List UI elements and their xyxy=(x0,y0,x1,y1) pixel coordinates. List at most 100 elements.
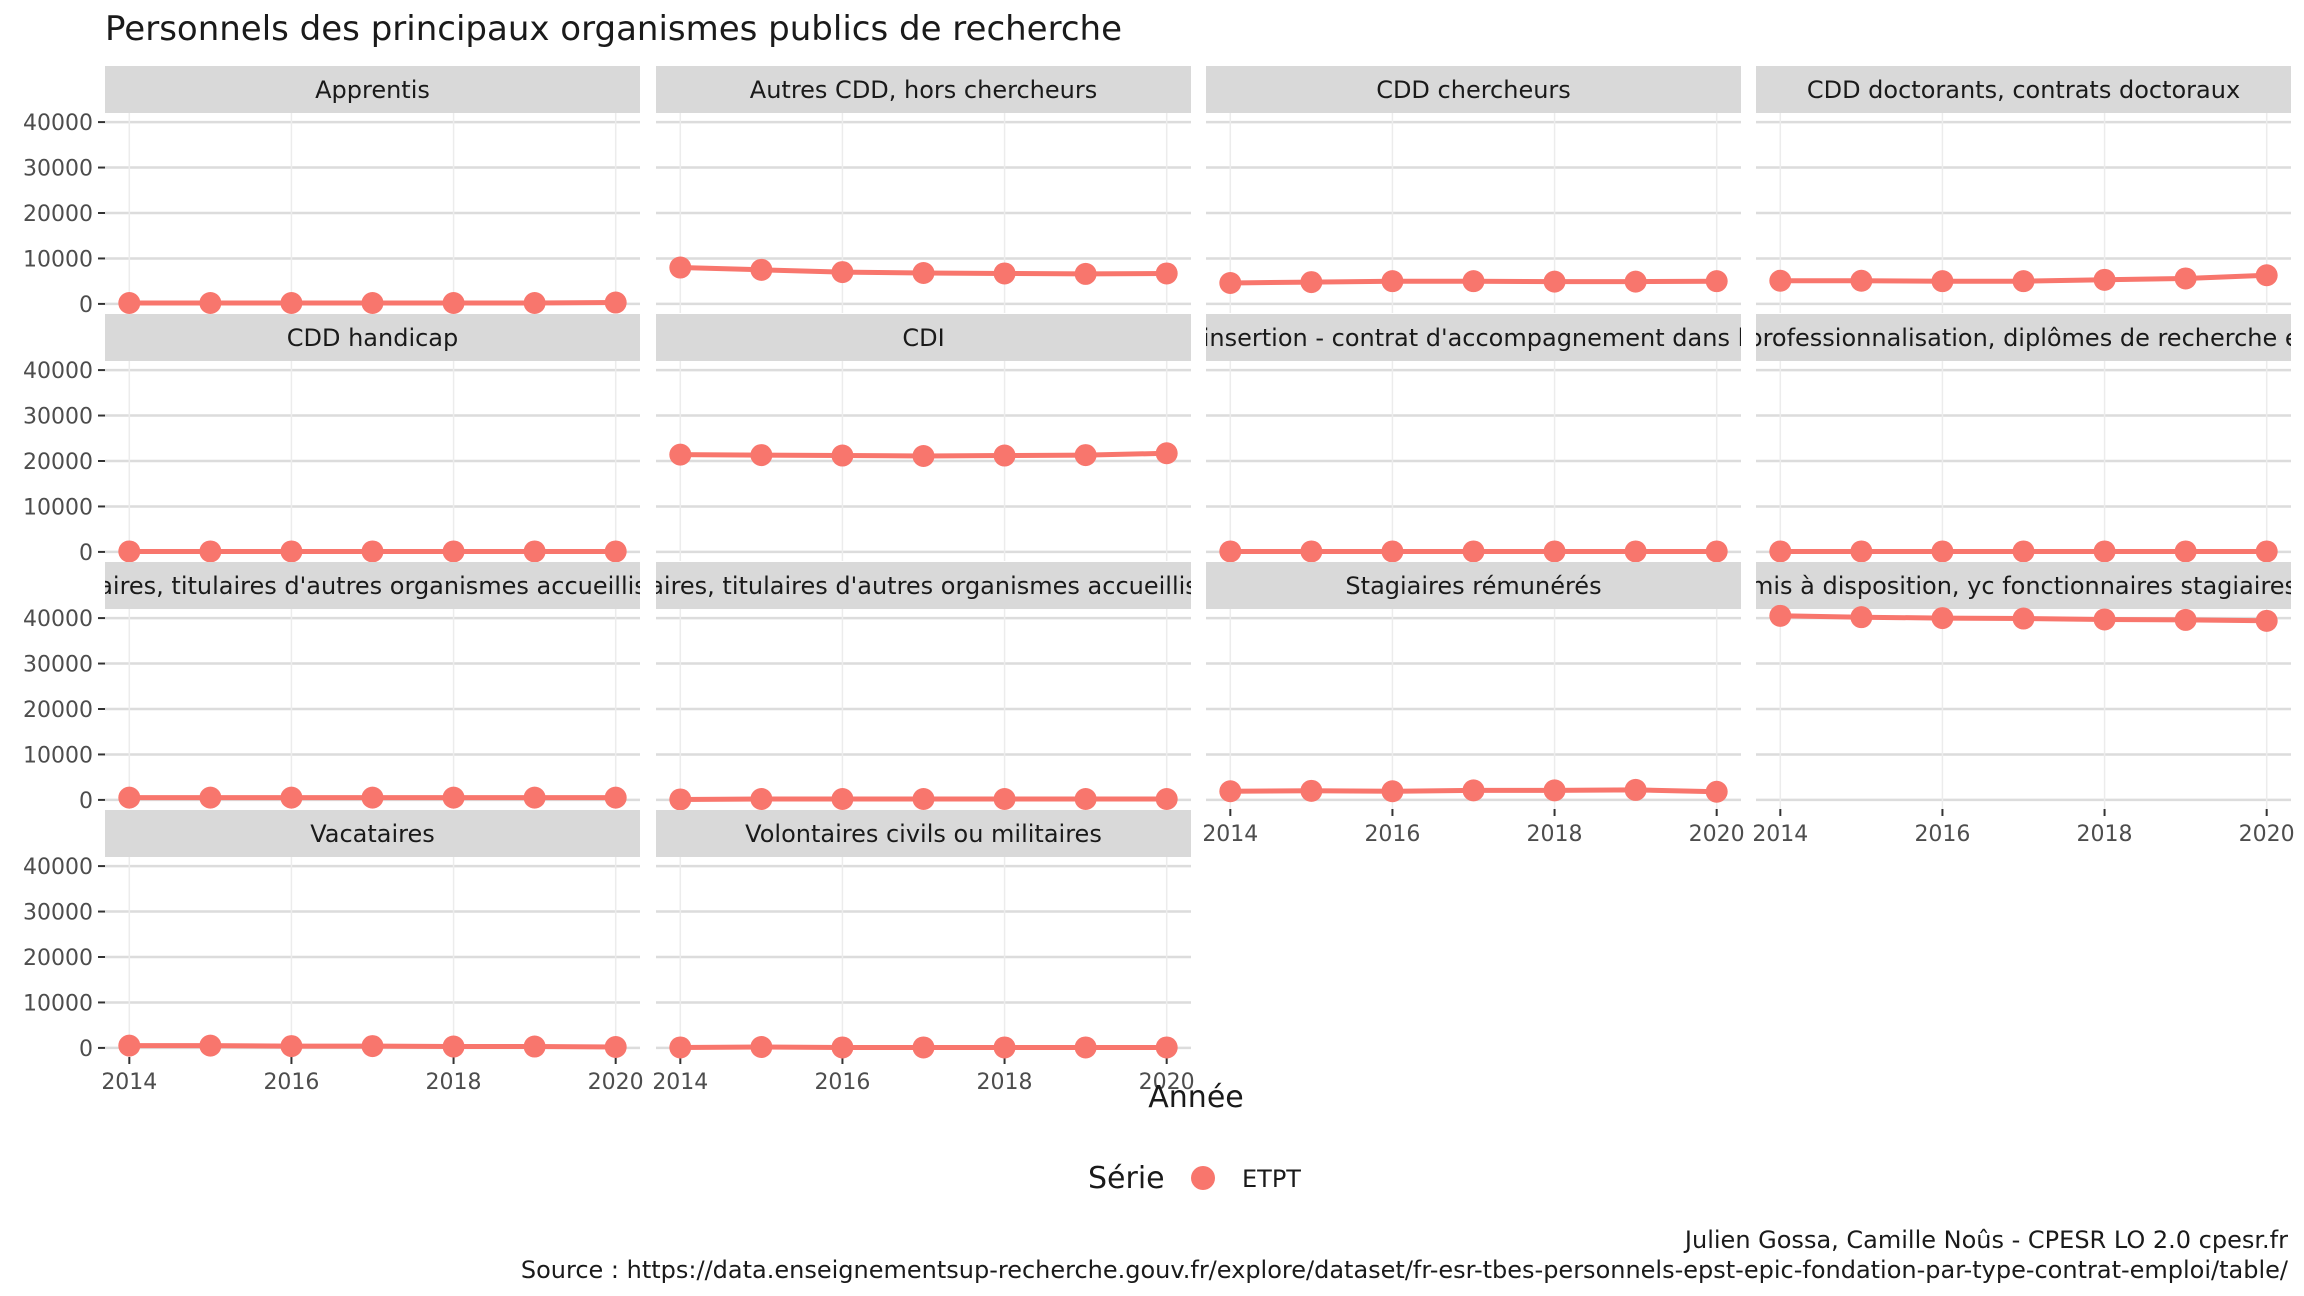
data-point xyxy=(361,292,384,314)
facet-panel: Volontaires civils ou militaires 2014 2016… xyxy=(652,810,1195,1095)
facet-strip-label: CDD doctorants, contrats doctoraux xyxy=(1807,76,2240,104)
x-tick-label: 2016 xyxy=(1914,822,1970,847)
data-point xyxy=(912,262,935,284)
facet-strip xyxy=(656,314,1191,361)
facet-strip-label: aires, titulaires d'autres organismes ac… xyxy=(98,572,647,600)
data-point xyxy=(750,444,773,467)
y-tick-label: 20000 xyxy=(23,698,93,723)
facet-strip-label: CDD chercheurs xyxy=(1376,76,1571,104)
facet-panel: CDD chercheurs xyxy=(1206,66,1741,313)
data-point xyxy=(1300,271,1323,294)
data-point xyxy=(750,1036,773,1058)
facet-panel: mis à disposition, yc fonctionnaires sta… xyxy=(1750,562,2297,847)
x-tick-label: 2020 xyxy=(1689,822,1745,847)
data-point xyxy=(1074,262,1097,285)
y-tick-label: 20000 xyxy=(23,946,93,971)
data-point xyxy=(523,1035,546,1058)
data-point xyxy=(1850,269,1873,292)
facet-panel: Stagiaires rémunérés 2014 2016 2018 2020 xyxy=(1202,562,1745,847)
x-tick-label: 2020 xyxy=(588,1070,644,1095)
data-point xyxy=(1155,262,1178,285)
data-point xyxy=(1074,1036,1097,1059)
facet-panel: insertion - contrat d'accompagnement dan… xyxy=(1203,314,1745,563)
facet-strip xyxy=(1206,314,1741,361)
y-tick-label: 40000 xyxy=(23,111,93,136)
facet-strip xyxy=(1206,66,1741,113)
data-point xyxy=(2093,608,2116,631)
facet-strip-label: professionnalisation, diplômes de recher… xyxy=(1747,324,2299,352)
data-point xyxy=(1705,780,1728,803)
facet-strip-label: Volontaires civils ou militaires xyxy=(745,820,1102,848)
data-point xyxy=(280,786,303,809)
data-point xyxy=(199,786,222,809)
data-point xyxy=(1155,788,1178,810)
y-tick-label: 30000 xyxy=(23,653,93,678)
facet-strip-label: Autres CDD, hors chercheurs xyxy=(750,76,1097,104)
data-point xyxy=(1705,540,1728,563)
data-point xyxy=(2093,540,2116,563)
x-tick-label: 2016 xyxy=(1364,822,1420,847)
y-tick-label: 40000 xyxy=(23,607,93,632)
data-point xyxy=(523,292,546,314)
data-point xyxy=(2012,270,2035,293)
data-point xyxy=(2012,540,2035,563)
data-point xyxy=(1705,270,1728,293)
data-point xyxy=(199,540,222,563)
data-point xyxy=(1931,270,1954,293)
data-point xyxy=(1543,270,1566,293)
data-point xyxy=(1769,604,1792,627)
x-tick-label: 2014 xyxy=(1202,822,1258,847)
data-point xyxy=(1624,540,1647,563)
facet-strip xyxy=(656,562,1191,609)
legend-key-etpt xyxy=(1191,1166,1215,1190)
data-point xyxy=(2093,268,2116,291)
y-tick-label: 0 xyxy=(79,293,93,318)
x-tick-label: 2016 xyxy=(814,1070,870,1095)
x-tick-label: 2016 xyxy=(263,1070,319,1095)
data-point xyxy=(1219,540,1242,563)
facet-strip xyxy=(105,810,640,857)
caption-source: Source : https://data.enseignementsup-re… xyxy=(521,1256,2289,1284)
data-point xyxy=(118,540,141,563)
data-point xyxy=(993,1036,1016,1059)
data-point xyxy=(2174,608,2197,631)
data-point xyxy=(2174,540,2197,563)
data-point xyxy=(669,788,692,811)
facet-strip-label: mis à disposition, yc fonctionnaires sta… xyxy=(1750,572,2297,600)
data-point xyxy=(1769,269,1792,292)
data-point xyxy=(1769,540,1792,563)
data-point xyxy=(2174,267,2197,290)
y-tick-label: 10000 xyxy=(23,743,93,768)
data-point xyxy=(1543,779,1566,802)
data-point xyxy=(604,1036,627,1058)
data-point xyxy=(993,262,1016,285)
data-point xyxy=(831,444,854,467)
data-point xyxy=(2255,264,2278,287)
x-axis-label: Année xyxy=(1148,1080,1243,1115)
data-point xyxy=(1155,1036,1178,1059)
data-point xyxy=(442,1035,465,1058)
data-point xyxy=(2012,607,2035,630)
facet-strip-label: CDI xyxy=(902,324,944,352)
data-point xyxy=(523,786,546,809)
facet-strip xyxy=(1206,562,1741,609)
data-point xyxy=(442,540,465,563)
facet-panel: professionnalisation, diplômes de recher… xyxy=(1747,314,2299,563)
facet-strip-label: insertion - contrat d'accompagnement dan… xyxy=(1203,324,1745,352)
facet-strip xyxy=(1756,314,2291,361)
x-tick-label: 2018 xyxy=(1527,822,1583,847)
data-point xyxy=(604,291,627,314)
data-point xyxy=(831,1036,854,1059)
y-tick-label: 40000 xyxy=(23,855,93,880)
data-point xyxy=(280,1035,303,1058)
facet-strip-label: aires, titulaires d'autres organismes ac… xyxy=(649,572,1198,600)
facet-panel: aires, titulaires d'autres organismes ac… xyxy=(649,562,1198,811)
data-point xyxy=(750,788,773,810)
y-tick-label: 20000 xyxy=(23,450,93,475)
data-point xyxy=(199,1034,222,1057)
data-point xyxy=(1624,778,1647,801)
data-point xyxy=(118,292,141,314)
facet-strip-label: Vacataires xyxy=(310,820,435,848)
data-point xyxy=(1300,540,1323,563)
